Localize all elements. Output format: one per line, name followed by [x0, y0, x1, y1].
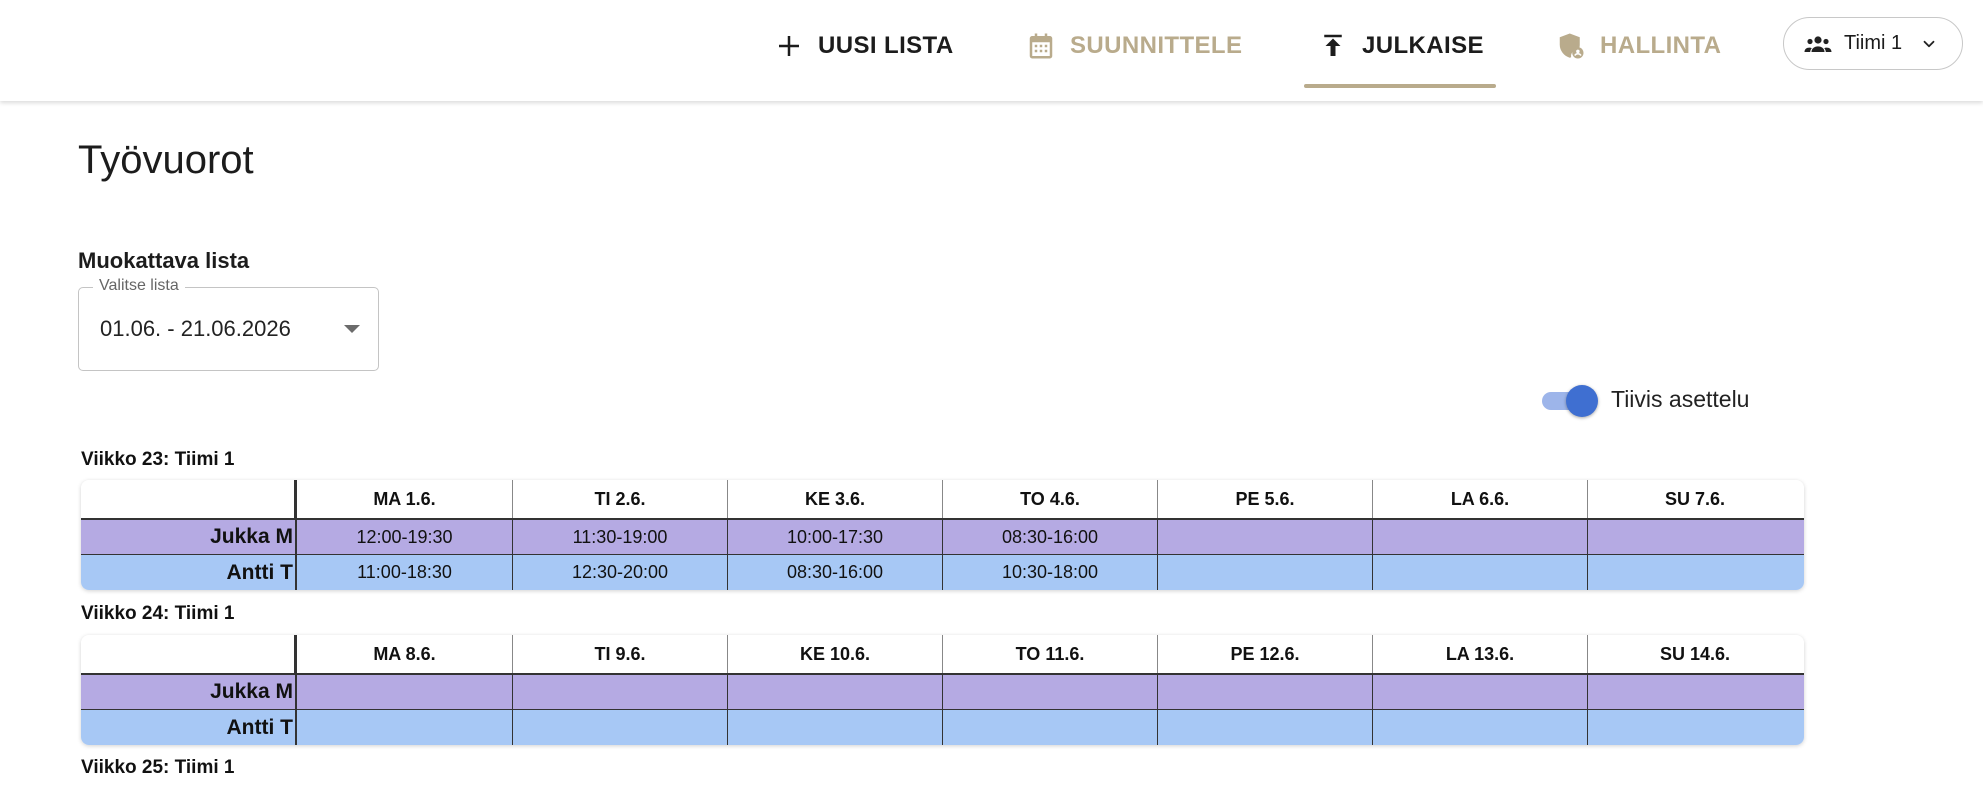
shift-cell[interactable] — [1372, 520, 1587, 554]
shift-cell[interactable] — [1157, 520, 1372, 554]
team-selector[interactable]: Tiimi 1 — [1783, 17, 1963, 70]
nav-new-list-label: UUSI LISTA — [818, 32, 954, 59]
shift-cell[interactable] — [297, 710, 512, 745]
day-header: SU 14.6. — [1587, 635, 1802, 673]
admin-shield-icon — [1559, 33, 1584, 59]
group-icon — [1804, 35, 1832, 52]
shift-cell[interactable] — [1372, 675, 1587, 709]
shift-cell[interactable] — [942, 710, 1157, 745]
day-header: TI 2.6. — [512, 480, 727, 518]
day-header: MA 1.6. — [373, 488, 436, 509]
day-header: MA 8.6. — [373, 643, 436, 664]
top-navigation-bar: UUSI LISTA SUUNNITTELE JULKAISE HALLINTA — [0, 0, 1983, 101]
shift-cell[interactable]: 08:30-16:00 — [727, 555, 942, 590]
table-row: Jukka M — [81, 675, 1804, 710]
shift-cell[interactable]: 12:00-19:30 — [356, 526, 453, 547]
day-header: LA 13.6. — [1372, 635, 1587, 673]
header-name-cell — [81, 480, 297, 518]
shift-cell[interactable]: 12:30-20:00 — [512, 555, 727, 590]
week-label: Viikko 25: Tiimi 1 — [81, 757, 235, 778]
dropdown-arrow-icon — [344, 325, 360, 333]
toggle-thumb — [1566, 385, 1598, 417]
day-header: PE 12.6. — [1157, 635, 1372, 673]
upload-icon — [1324, 34, 1342, 56]
shift-cell[interactable] — [942, 675, 1157, 709]
list-select[interactable]: Valitse lista 01.06. - 21.06.2026 — [78, 277, 379, 371]
shift-cell[interactable]: 08:30-16:00 — [942, 520, 1157, 554]
header-name-cell — [81, 635, 297, 673]
shift-cell[interactable] — [1587, 520, 1802, 554]
day-header: PE 5.6. — [1157, 480, 1372, 518]
week-label: Viikko 23: Tiimi 1 — [81, 449, 235, 470]
day-header: SU 7.6. — [1587, 480, 1802, 518]
shift-cell[interactable] — [1372, 710, 1587, 745]
compact-layout-label: Tiivis asettelu — [1611, 386, 1750, 412]
shift-cell[interactable]: 11:30-19:00 — [512, 520, 727, 554]
day-header: KE 10.6. — [727, 635, 942, 673]
shift-cell[interactable] — [1157, 710, 1372, 745]
employee-name: Antti T — [81, 710, 297, 745]
calendar-icon — [1029, 33, 1053, 59]
day-header: TI 9.6. — [512, 635, 727, 673]
shift-cell[interactable] — [1587, 710, 1802, 745]
chevron-down-icon — [1923, 40, 1935, 47]
table-header-row: MA 8.6. TI 9.6. KE 10.6. TO 11.6. PE 12.… — [81, 635, 1804, 675]
page-title: Työvuorot — [78, 138, 254, 182]
list-select-legend: Valitse lista — [93, 277, 185, 295]
compact-layout-toggle[interactable] — [1540, 384, 1600, 417]
shift-cell[interactable]: 11:00-18:30 — [357, 562, 452, 582]
shift-cell[interactable] — [1372, 555, 1587, 590]
employee-name: Jukka M — [81, 520, 297, 554]
nav-admin[interactable]: HALLINTA — [1556, 0, 1721, 92]
day-header: TO 4.6. — [942, 480, 1157, 518]
nav-publish[interactable]: JULKAISE — [1318, 0, 1484, 92]
table-header-row: MA 1.6. TI 2.6. KE 3.6. TO 4.6. PE 5.6. … — [81, 480, 1804, 520]
day-header: LA 6.6. — [1372, 480, 1587, 518]
editable-list-heading: Muokattava lista — [78, 248, 250, 273]
shift-cell[interactable] — [1157, 675, 1372, 709]
shift-cell[interactable] — [1587, 675, 1802, 709]
shift-cell[interactable] — [1157, 555, 1372, 590]
table-row: Jukka M 12:00-19:30 11:30-19:00 10:00-17… — [81, 520, 1804, 555]
week-label: Viikko 24: Tiimi 1 — [81, 603, 235, 624]
shift-cell[interactable] — [512, 675, 727, 709]
employee-name: Jukka M — [81, 675, 297, 709]
shift-cell[interactable] — [297, 675, 512, 709]
day-header: TO 11.6. — [942, 635, 1157, 673]
active-tab-indicator — [1304, 84, 1496, 88]
nav-new-list[interactable]: UUSI LISTA — [774, 0, 954, 92]
week-table: MA 8.6. TI 9.6. KE 10.6. TO 11.6. PE 12.… — [81, 635, 1804, 745]
nav-plan-label: SUUNNITTELE — [1070, 32, 1243, 59]
shift-cell[interactable] — [512, 710, 727, 745]
plus-icon — [779, 36, 799, 56]
nav-publish-label: JULKAISE — [1362, 32, 1484, 59]
shift-cell[interactable] — [727, 675, 942, 709]
nav-admin-label: HALLINTA — [1600, 32, 1722, 59]
day-header: KE 3.6. — [727, 480, 942, 518]
shift-cell[interactable] — [727, 710, 942, 745]
employee-name: Antti T — [81, 555, 297, 590]
shift-cell[interactable]: 10:30-18:00 — [942, 555, 1157, 590]
shift-cell[interactable]: 10:00-17:30 — [727, 520, 942, 554]
list-select-value: 01.06. - 21.06.2026 — [100, 316, 291, 341]
table-row: Antti T — [81, 710, 1804, 745]
week-table: MA 1.6. TI 2.6. KE 3.6. TO 4.6. PE 5.6. … — [81, 480, 1804, 590]
table-row: Antti T 11:00-18:30 12:30-20:00 08:30-16… — [81, 555, 1804, 590]
shift-cell[interactable] — [1587, 555, 1802, 590]
team-selector-label: Tiimi 1 — [1844, 32, 1903, 54]
nav-plan[interactable]: SUUNNITTELE — [1026, 0, 1242, 92]
